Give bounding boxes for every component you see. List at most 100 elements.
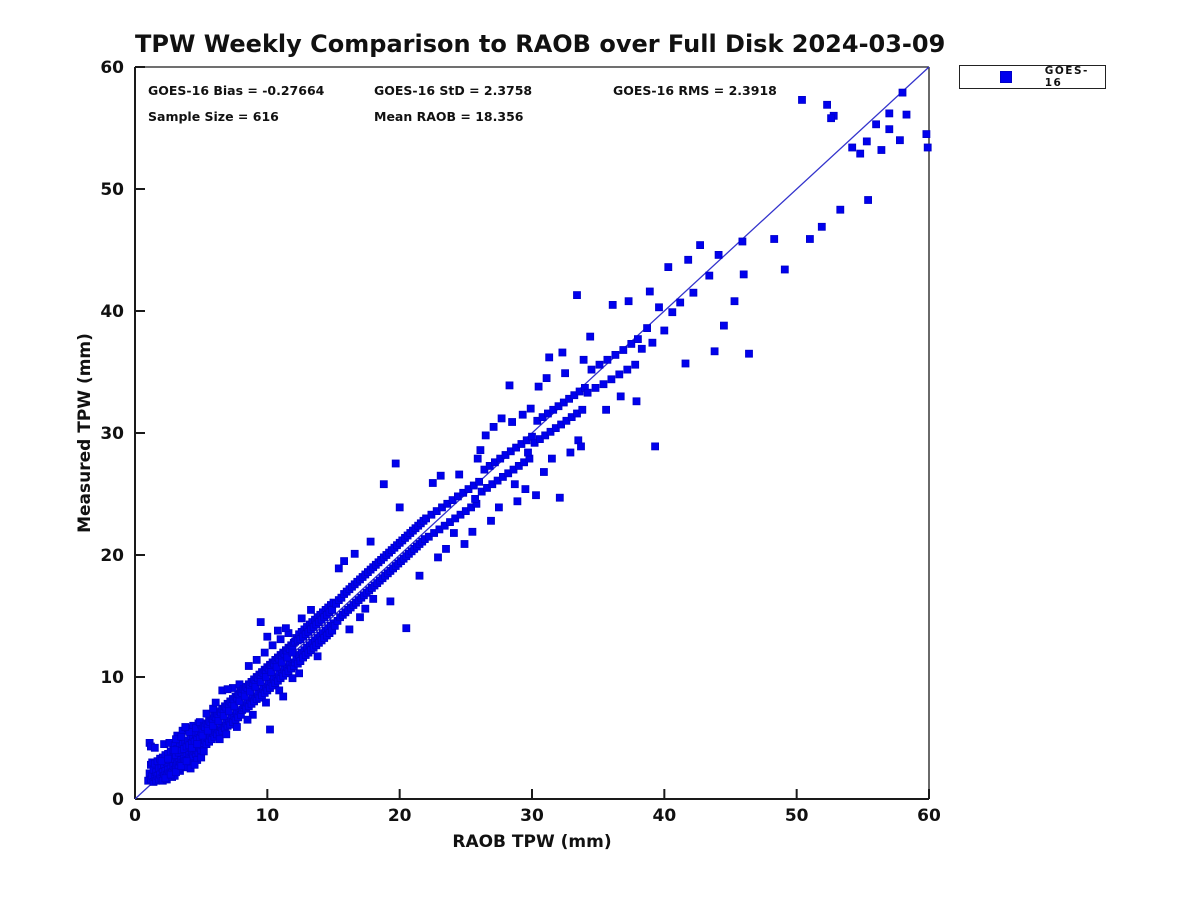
scatter-point (739, 270, 748, 279)
scatter-point (615, 370, 624, 379)
scatter-point (202, 709, 211, 718)
scatter-point (632, 397, 641, 406)
scatter-point (532, 491, 540, 500)
scatter-point (573, 291, 581, 300)
scatter-point (923, 143, 932, 152)
scatter-point (720, 321, 728, 330)
scatter-point (627, 339, 636, 348)
scatter-point (263, 632, 272, 641)
scatter-point (827, 114, 835, 123)
scatter-point (193, 740, 202, 748)
scatter-point (602, 405, 610, 414)
scatter-point (738, 237, 747, 246)
scatter-point (275, 686, 284, 695)
scatter-point (856, 149, 865, 158)
scatter-point (428, 479, 437, 487)
scatter-point (266, 725, 274, 734)
scatter-point (361, 604, 370, 613)
scatter-point (471, 494, 480, 503)
scatter-point (689, 288, 698, 297)
scatter-point (476, 446, 485, 455)
scatter-point (578, 405, 587, 414)
scatter-point (660, 326, 669, 335)
scatter-point (272, 663, 281, 672)
scatter-point (770, 235, 779, 243)
stat-std: GOES-16 StD = 2.3758 (374, 83, 533, 98)
scatter-point (655, 303, 663, 312)
scatter-point (402, 624, 411, 633)
scatter-point (251, 682, 260, 691)
y-tick-label: 40 (100, 302, 124, 322)
scatter-point (262, 698, 270, 707)
scatter-point (591, 383, 600, 392)
scatter-point (534, 382, 543, 391)
scatter-point (648, 338, 657, 347)
scatter-point (885, 109, 894, 118)
scatter-point (587, 365, 596, 374)
y-tick-label: 0 (112, 790, 124, 810)
scatter-point (436, 471, 445, 480)
scatter-point (442, 545, 450, 553)
scatter-point (391, 459, 400, 468)
scatter-point (473, 454, 482, 463)
scatter-point (902, 110, 911, 119)
scatter-point (526, 404, 535, 413)
scatter-point (631, 360, 640, 369)
scatter-point (487, 516, 495, 525)
scatter-point (922, 130, 931, 139)
scatter-point (199, 747, 208, 756)
stat-sample-size: Sample Size = 616 (148, 109, 279, 124)
legend-marker-goes16 (1000, 71, 1012, 83)
scatter-point (240, 692, 249, 701)
scatter-point (510, 480, 519, 489)
scatter-point (256, 618, 265, 626)
scatter-point (395, 503, 404, 512)
scatter-point (288, 674, 297, 683)
scatter-point (637, 344, 646, 353)
scatter-point (508, 418, 517, 426)
scatter-points (144, 88, 932, 786)
scatter-point (583, 388, 592, 397)
scatter-point (203, 726, 212, 735)
scatter-point (246, 687, 255, 696)
scatter-point (555, 493, 564, 502)
scatter-point (542, 374, 551, 383)
scatter-point (505, 381, 514, 390)
scatter-point (277, 658, 286, 667)
scatter-point (836, 205, 845, 214)
scatter-point (164, 754, 173, 763)
stat-mean-raob: Mean RAOB = 18.356 (374, 109, 524, 124)
scatter-point (379, 480, 388, 489)
scatter-point (350, 549, 359, 558)
scatter-point (566, 448, 575, 457)
x-tick-label: 20 (388, 806, 412, 826)
scatter-point (676, 298, 685, 307)
scatter-point (475, 477, 484, 486)
scatter-point (369, 595, 378, 603)
scatter-point (276, 635, 285, 644)
x-tick-label: 0 (129, 806, 141, 826)
scatter-point (705, 271, 714, 280)
scatter-point (668, 308, 677, 317)
scatter-point (172, 768, 180, 777)
stat-rms: GOES-16 RMS = 2.3918 (613, 83, 777, 98)
scatter-point (415, 571, 424, 580)
scatter-point (468, 527, 477, 536)
scatter-point (297, 614, 306, 623)
scatter-point (230, 702, 239, 711)
scatter-point (898, 88, 907, 97)
y-tick-label: 10 (100, 668, 124, 688)
x-tick-label: 60 (917, 806, 941, 826)
scatter-point (714, 250, 723, 259)
scatter-point (780, 265, 789, 274)
scatter-point (798, 96, 806, 104)
scatter-point (215, 735, 224, 744)
scatter-point (211, 698, 220, 707)
scatter-point (177, 762, 186, 770)
scatter-point (177, 732, 186, 741)
y-tick-label: 60 (100, 58, 124, 78)
scatter-point (260, 648, 269, 657)
scatter-point (283, 653, 292, 662)
scatter-point (862, 137, 871, 146)
scatter-point (577, 442, 585, 451)
